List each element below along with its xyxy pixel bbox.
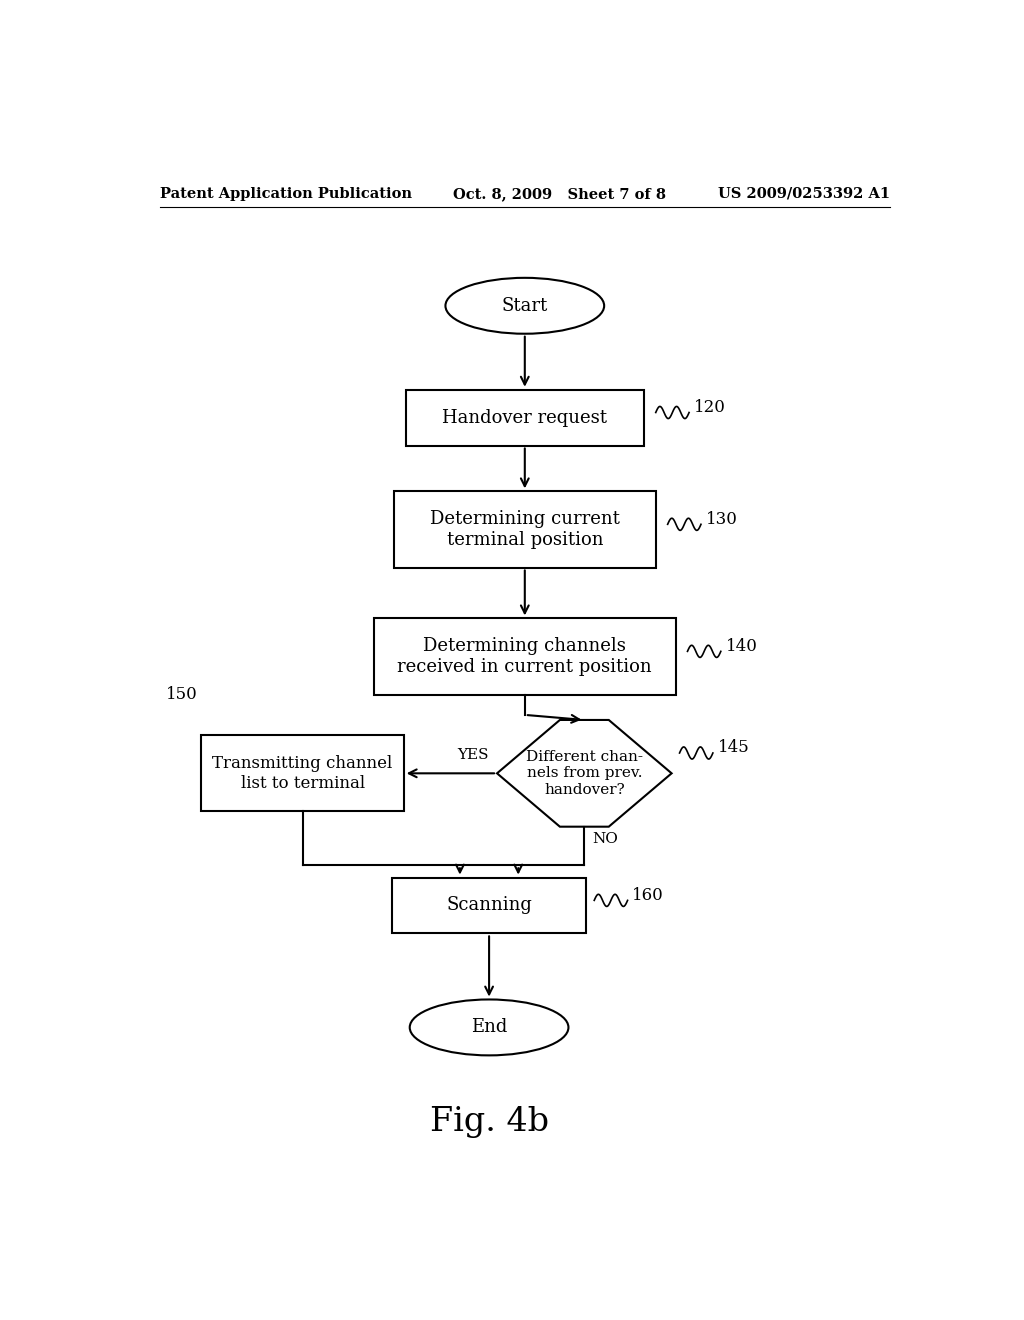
Text: Different chan-
nels from prev.
handover?: Different chan- nels from prev. handover… (525, 750, 643, 796)
Bar (394, 491, 655, 568)
Text: NO: NO (592, 832, 618, 846)
Text: Transmitting channel
list to terminal: Transmitting channel list to terminal (212, 755, 393, 792)
Text: Oct. 8, 2009   Sheet 7 of 8: Oct. 8, 2009 Sheet 7 of 8 (454, 187, 667, 201)
Text: Determining channels
received in current position: Determining channels received in current… (397, 638, 652, 676)
Text: US 2009/0253392 A1: US 2009/0253392 A1 (718, 187, 890, 201)
Text: 145: 145 (718, 739, 750, 756)
Bar (406, 389, 644, 446)
Text: Patent Application Publication: Patent Application Publication (160, 187, 412, 201)
Text: Fig. 4b: Fig. 4b (430, 1106, 549, 1138)
Text: 120: 120 (694, 399, 726, 416)
Bar (202, 735, 403, 812)
Text: YES: YES (458, 748, 489, 762)
Text: Scanning: Scanning (446, 896, 532, 915)
Text: Determining current
terminal position: Determining current terminal position (430, 510, 620, 549)
Text: Handover request: Handover request (442, 409, 607, 426)
Text: Start: Start (502, 297, 548, 314)
Text: 130: 130 (706, 511, 737, 528)
Text: End: End (471, 1019, 507, 1036)
Text: 150: 150 (166, 686, 198, 704)
Bar (374, 618, 676, 694)
Bar (392, 878, 587, 933)
Text: 160: 160 (633, 887, 665, 904)
Text: 140: 140 (726, 638, 758, 655)
